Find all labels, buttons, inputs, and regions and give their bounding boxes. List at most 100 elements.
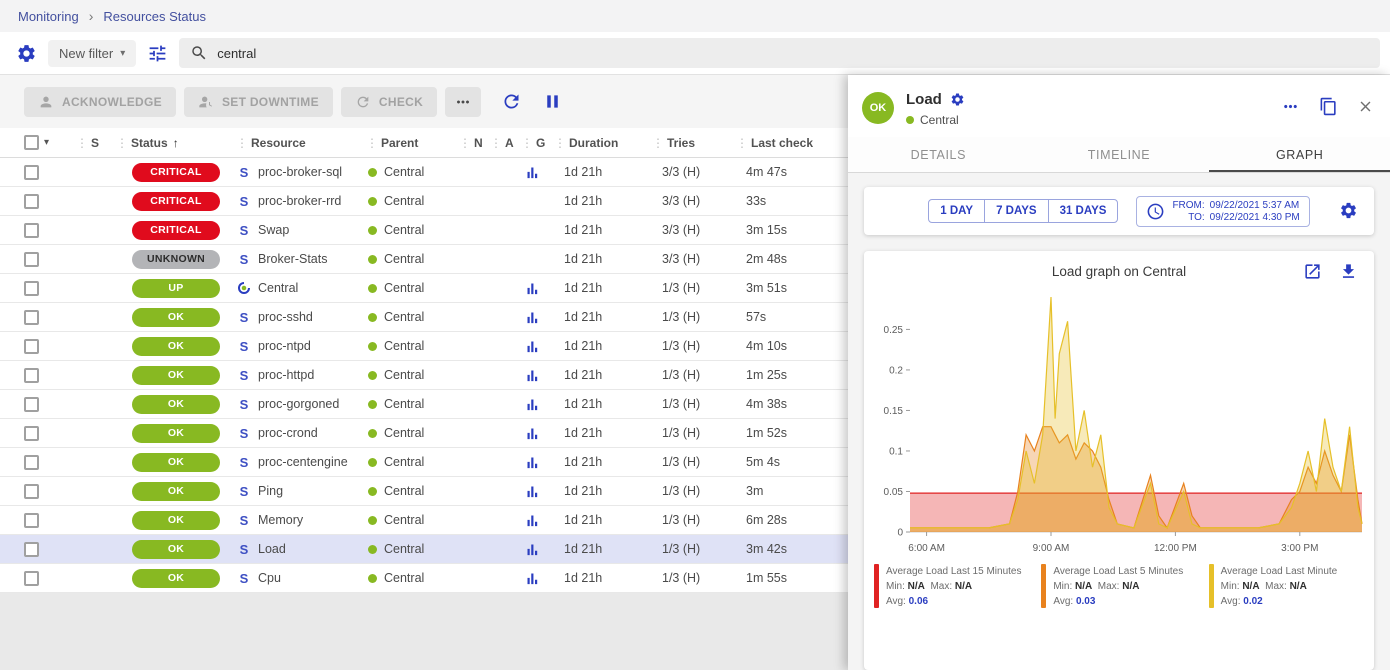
- parent-name[interactable]: Central: [384, 542, 425, 556]
- filter-dropdown[interactable]: New filter ▾: [48, 39, 137, 67]
- resource-name[interactable]: Broker-Stats: [258, 252, 328, 266]
- parent-name[interactable]: Central: [384, 368, 425, 382]
- column-header-severity[interactable]: ⋮ S: [76, 135, 100, 150]
- table-row[interactable]: OK S Ping Central 1d 21h 1/3 (H) 3m: [0, 477, 848, 506]
- parent-name[interactable]: Central: [384, 397, 425, 411]
- legend-item[interactable]: Average Load Last 5 Minutes Min: N/A Max:…: [1041, 564, 1196, 609]
- graph-icon[interactable]: [525, 368, 540, 383]
- pause-refresh-button[interactable]: [542, 91, 563, 112]
- period-7-days-button[interactable]: 7 DAYS: [984, 199, 1049, 223]
- parent-name[interactable]: Central: [384, 223, 425, 237]
- resource-name[interactable]: proc-gorgoned: [258, 397, 340, 411]
- parent-name[interactable]: Central: [384, 310, 425, 324]
- set-downtime-button[interactable]: SET DOWNTIME: [183, 86, 333, 117]
- resource-name[interactable]: Swap: [258, 223, 290, 237]
- graph-settings-gear-icon[interactable]: [1339, 201, 1358, 220]
- resource-name[interactable]: proc-broker-rrd: [258, 194, 342, 208]
- column-header-last-check[interactable]: ⋮ Last check: [736, 135, 814, 150]
- search-box[interactable]: [179, 38, 1380, 68]
- column-header-parent[interactable]: ⋮ Parent: [366, 135, 419, 150]
- parent-name[interactable]: Central: [384, 281, 425, 295]
- graph-icon[interactable]: [525, 165, 540, 180]
- tab-graph[interactable]: GRAPH: [1209, 137, 1390, 172]
- resource-name[interactable]: Ping: [258, 484, 284, 498]
- parent-name[interactable]: Central: [384, 252, 425, 266]
- parent-name[interactable]: Central: [384, 339, 425, 353]
- more-actions-button[interactable]: [445, 86, 482, 117]
- resource-name[interactable]: proc-httpd: [258, 368, 315, 382]
- graph-icon[interactable]: [525, 339, 540, 354]
- load-chart[interactable]: 0 0.05 0.1 0.15 0.2 0.25 6:00 AM 9:00 AM 12:00 P…: [864, 285, 1374, 558]
- table-row[interactable]: CRITICAL S Swap Central 1d 21h 3/3 (H) 3m 15s: [0, 216, 848, 245]
- parent-name[interactable]: Central: [384, 455, 425, 469]
- panel-parent-name[interactable]: Central: [920, 113, 959, 127]
- row-checkbox[interactable]: [24, 309, 39, 325]
- graph-icon[interactable]: [525, 571, 540, 586]
- table-row[interactable]: OK S Load Central 1d 21h 1/3 (H) 3m 42s: [0, 535, 848, 564]
- column-header-status[interactable]: ⋮ Status ↑: [116, 135, 179, 150]
- row-checkbox[interactable]: [24, 396, 39, 412]
- column-header-duration[interactable]: ⋮ Duration: [554, 135, 619, 150]
- graph-icon[interactable]: [525, 426, 540, 441]
- table-row[interactable]: UP Central Central 1d 21h 1/3 (H) 3m 51s: [0, 274, 848, 303]
- resource-name[interactable]: proc-centengine: [258, 455, 348, 469]
- tab-timeline[interactable]: TIMELINE: [1087, 148, 1151, 162]
- graph-icon[interactable]: [525, 513, 540, 528]
- legend-item[interactable]: Average Load Last Minute Min: N/A Max: N/…: [1208, 564, 1364, 609]
- parent-name[interactable]: Central: [384, 426, 425, 440]
- row-checkbox[interactable]: [24, 570, 39, 586]
- table-row[interactable]: OK S Memory Central 1d 21h 1/3 (H) 6m 28s: [0, 506, 848, 535]
- column-header-notification[interactable]: ⋮ N: [459, 135, 483, 150]
- panel-more-button[interactable]: [1281, 97, 1300, 116]
- row-checkbox[interactable]: [24, 367, 39, 383]
- graph-icon[interactable]: [525, 397, 540, 412]
- parent-name[interactable]: Central: [384, 484, 425, 498]
- row-checkbox[interactable]: [24, 454, 39, 470]
- graph-icon[interactable]: [525, 281, 540, 296]
- row-checkbox[interactable]: [24, 222, 39, 238]
- graph-icon[interactable]: [525, 455, 540, 470]
- breadcrumb-resources-status[interactable]: Resources Status: [103, 8, 206, 24]
- period-31-days-button[interactable]: 31 DAYS: [1047, 199, 1119, 223]
- column-header-graph[interactable]: ⋮ G: [521, 135, 546, 150]
- row-checkbox[interactable]: [24, 164, 39, 180]
- table-row[interactable]: UNKNOWN S Broker-Stats Central 1d 21h 3/3 (H)…: [0, 245, 848, 274]
- column-header-resource[interactable]: ⋮ Resource: [236, 135, 306, 150]
- parent-name[interactable]: Central: [384, 571, 425, 585]
- breadcrumb-monitoring[interactable]: Monitoring: [18, 8, 79, 24]
- filter-tune-icon[interactable]: [147, 43, 168, 64]
- select-rows-caret-icon[interactable]: ▾: [44, 137, 50, 148]
- graph-icon[interactable]: [525, 542, 540, 557]
- column-header-tries[interactable]: ⋮ Tries: [652, 135, 696, 150]
- row-checkbox[interactable]: [24, 483, 39, 499]
- graph-icon[interactable]: [525, 484, 540, 499]
- copy-link-button[interactable]: [1319, 97, 1338, 116]
- row-checkbox[interactable]: [24, 193, 39, 209]
- row-checkbox[interactable]: [24, 251, 39, 267]
- graph-icon[interactable]: [525, 310, 540, 325]
- resource-name[interactable]: Central: [258, 281, 299, 295]
- refresh-button[interactable]: [501, 91, 522, 112]
- legend-item[interactable]: Average Load Last 15 Minutes Min: N/A Max…: [874, 564, 1029, 609]
- search-input[interactable]: [217, 45, 1369, 61]
- table-row[interactable]: OK S Cpu Central 1d 21h 1/3 (H) 1m 55s: [0, 564, 848, 593]
- resource-name[interactable]: Cpu: [258, 571, 281, 585]
- filter-settings-gear-icon[interactable]: [16, 43, 37, 64]
- resource-name[interactable]: proc-sshd: [258, 310, 313, 324]
- parent-name[interactable]: Central: [384, 513, 425, 527]
- parent-name[interactable]: Central: [384, 194, 425, 208]
- row-checkbox[interactable]: [24, 425, 39, 441]
- select-all-checkbox[interactable]: [24, 135, 39, 150]
- parent-name[interactable]: Central: [384, 165, 425, 179]
- row-checkbox[interactable]: [24, 512, 39, 528]
- resource-name[interactable]: proc-ntpd: [258, 339, 311, 353]
- acknowledge-button[interactable]: ACKNOWLEDGE: [24, 86, 176, 117]
- resource-name[interactable]: proc-crond: [258, 426, 318, 440]
